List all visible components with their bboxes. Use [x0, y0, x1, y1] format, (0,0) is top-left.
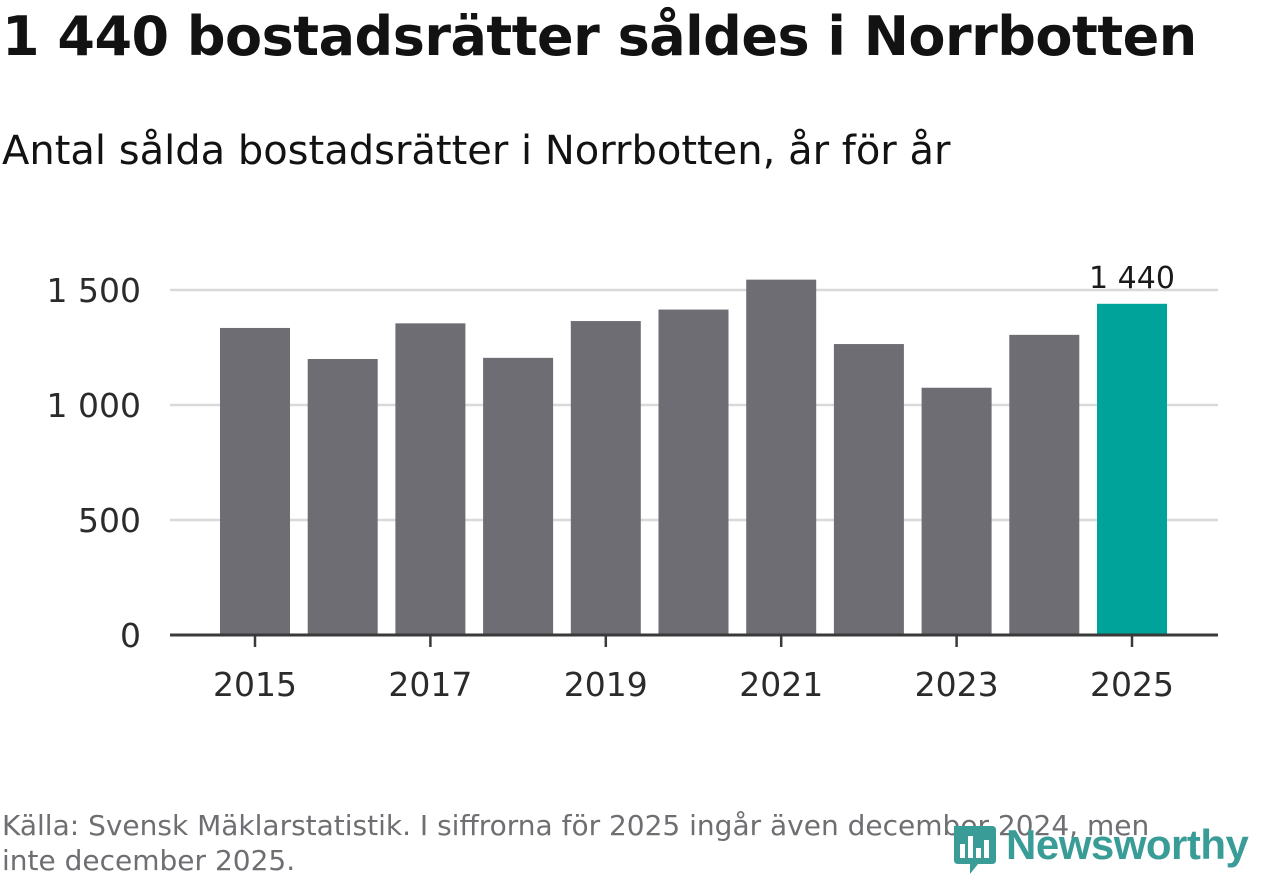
logo-text: Newsworthy	[1006, 821, 1249, 868]
chart-subtitle: Antal sålda bostadsrätter i Norrbotten, …	[2, 128, 951, 174]
newsworthy-logo: Newsworthy	[950, 820, 1249, 880]
bar	[220, 327, 290, 635]
source-note: Källa: Svensk Mäklarstatistik. I siffror…	[2, 809, 1150, 877]
y-axis: 0 500 1 000 1 500	[47, 271, 141, 655]
x-tick-label: 2017	[388, 665, 472, 704]
chart-title: 1 440 bostadsrätter såldes i Norrbotten	[2, 5, 1197, 68]
y-tick-label: 500	[78, 501, 141, 540]
bar	[570, 321, 641, 635]
data-label-highlight: 1 440	[1089, 261, 1175, 296]
x-tick-label: 2019	[564, 665, 648, 704]
bar	[1009, 334, 1080, 635]
y-tick-label: 1 000	[47, 386, 141, 425]
bar	[483, 357, 554, 635]
x-tick-label: 2015	[213, 665, 297, 704]
data-labels: 1 440	[1089, 261, 1175, 296]
x-tick-label: 2021	[739, 665, 823, 704]
y-tick-label: 1 500	[47, 271, 141, 310]
newsworthy-logo-icon	[954, 826, 996, 874]
x-axis: 2015 2017 2019 2021 2023 2025	[170, 633, 1218, 704]
bar	[307, 359, 378, 635]
bar	[658, 309, 729, 635]
x-tick-label: 2023	[915, 665, 999, 704]
bar-highlight	[1097, 303, 1167, 635]
bar	[395, 323, 466, 635]
bar	[921, 387, 992, 635]
bar	[746, 279, 817, 635]
bar	[833, 344, 904, 635]
bars	[220, 279, 1167, 635]
y-tick-label: 0	[120, 616, 141, 655]
x-tick-label: 2025	[1090, 665, 1174, 704]
